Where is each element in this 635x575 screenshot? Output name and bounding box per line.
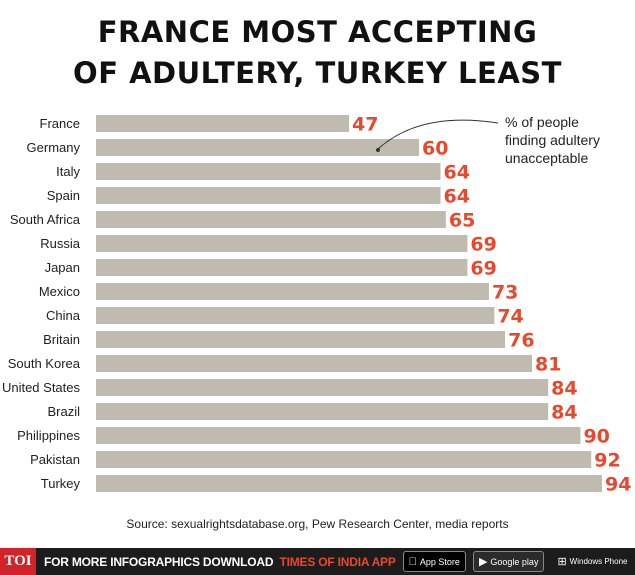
- footer-promo-label: FOR MORE INFOGRAPHICS DOWNLOAD: [44, 554, 274, 569]
- annotation-pointer-dot: [376, 148, 380, 152]
- category-label: Russia: [40, 236, 81, 251]
- category-label: Brazil: [47, 404, 80, 419]
- toi-logo: TOI: [0, 548, 36, 575]
- category-label: Germany: [27, 140, 81, 155]
- google-play-label: Google play: [482, 556, 538, 567]
- apple-icon: : [409, 556, 417, 568]
- category-label: Mexico: [39, 284, 80, 299]
- data-label: 73: [492, 282, 518, 304]
- category-label: China: [46, 308, 81, 323]
- category-label: Japan: [45, 260, 80, 275]
- windows-phone-badge[interactable]: ⊞ Windows Phone: [551, 551, 633, 572]
- windows-icon: ⊞: [549, 555, 566, 568]
- category-label: Spain: [47, 188, 80, 203]
- google-play-badge[interactable]: ▶ Google play: [470, 551, 545, 572]
- bar: [96, 187, 441, 204]
- bar: [96, 211, 446, 228]
- footer-app-name: TIMES OF INDIA APP: [279, 554, 396, 569]
- annotation-text: unacceptable: [505, 150, 589, 166]
- bar: [96, 403, 549, 420]
- bar-chart: France 47 Germany 60 Italy 64 Spain 64 South Afr…: [2, 114, 632, 496]
- annotation-text: finding adultery: [505, 132, 600, 148]
- data-label: 69: [470, 234, 496, 256]
- bar: [96, 355, 533, 372]
- chart-title-line-2: OF ADULTERY, TURKEY LEAST: [73, 56, 562, 90]
- category-label: France: [40, 116, 80, 131]
- bar: [96, 451, 592, 468]
- category-label: United States: [2, 380, 81, 395]
- data-label: 84: [551, 402, 577, 424]
- footer-banner: TOI FOR MORE INFOGRAPHICS DOWNLOAD TIMES…: [0, 548, 635, 575]
- data-label: 94: [605, 474, 631, 496]
- bar: [96, 331, 506, 348]
- category-label: South Africa: [10, 212, 81, 227]
- data-label: 64: [444, 186, 470, 208]
- bar: [96, 283, 489, 300]
- data-label: 64: [444, 162, 470, 184]
- annotation-leader-line: [377, 119, 499, 150]
- data-label: 47: [352, 114, 378, 136]
- windows-phone-label: Windows Phone: [561, 556, 628, 566]
- bar: [96, 427, 581, 444]
- app-store-label: App Store: [411, 556, 460, 567]
- annotation-text: % of people: [505, 114, 579, 130]
- bar: [96, 139, 419, 156]
- data-label: 65: [449, 210, 475, 232]
- chart-title-line-1: FRANCE MOST ACCEPTING: [97, 15, 538, 49]
- category-label: Britain: [43, 332, 80, 347]
- app-store-badge[interactable]:  App Store: [402, 551, 466, 572]
- data-label: 84: [551, 378, 577, 400]
- play-icon: ▶: [470, 556, 487, 568]
- footer-promo-text: FOR MORE INFOGRAPHICS DOWNLOAD TIMES OF …: [44, 555, 396, 569]
- category-label: Turkey: [41, 476, 81, 491]
- bar: [96, 115, 349, 132]
- bar: [96, 379, 549, 396]
- bar: [96, 475, 602, 492]
- data-label: 74: [497, 306, 523, 328]
- data-label: 69: [470, 258, 496, 280]
- data-label: 92: [594, 450, 620, 472]
- data-label: 60: [422, 138, 448, 160]
- data-label: 90: [583, 426, 609, 448]
- category-label: South Korea: [8, 356, 81, 371]
- bar: [96, 163, 441, 180]
- bar: [96, 235, 468, 252]
- data-label: 81: [535, 354, 561, 376]
- bar: [96, 307, 495, 324]
- source-note: Source: sexualrightsdatabase.org, Pew Re…: [126, 517, 509, 531]
- category-label: Philippines: [17, 428, 80, 443]
- data-label: 76: [508, 330, 534, 352]
- bar: [96, 259, 468, 276]
- category-label: Pakistan: [30, 452, 80, 467]
- category-label: Italy: [56, 164, 80, 179]
